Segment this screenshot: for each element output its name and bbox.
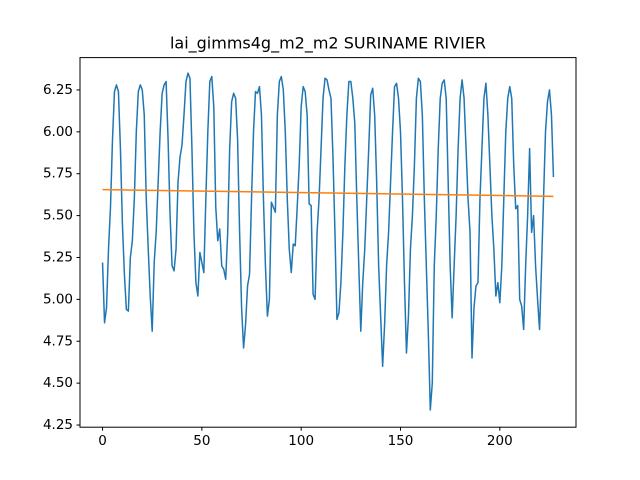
y-tick-label: 5.25 [43,249,73,265]
plot-frame [79,57,577,428]
y-tick-label: 4.50 [43,375,73,391]
x-tick-label: 0 [98,433,107,449]
x-tick-label: 200 [487,433,513,449]
line-series [101,72,555,411]
y-tick-label: 5.50 [43,208,73,224]
x-tick-label: 50 [193,433,210,449]
chart-title: lai_gimms4g_m2_m2 SURINAME RIVIER [170,34,486,54]
y-tick-label: 4.75 [43,333,73,349]
x-tick-label: 100 [288,433,314,449]
y-tick-label: 6.25 [43,82,73,98]
y-tick-label: 4.25 [43,417,73,433]
line-series [102,188,554,198]
x-tick-label: 150 [388,433,414,449]
y-tick-label: 5.00 [43,291,73,307]
y-tick-label: 5.75 [43,166,73,182]
y-tick-label: 6.00 [43,124,73,140]
